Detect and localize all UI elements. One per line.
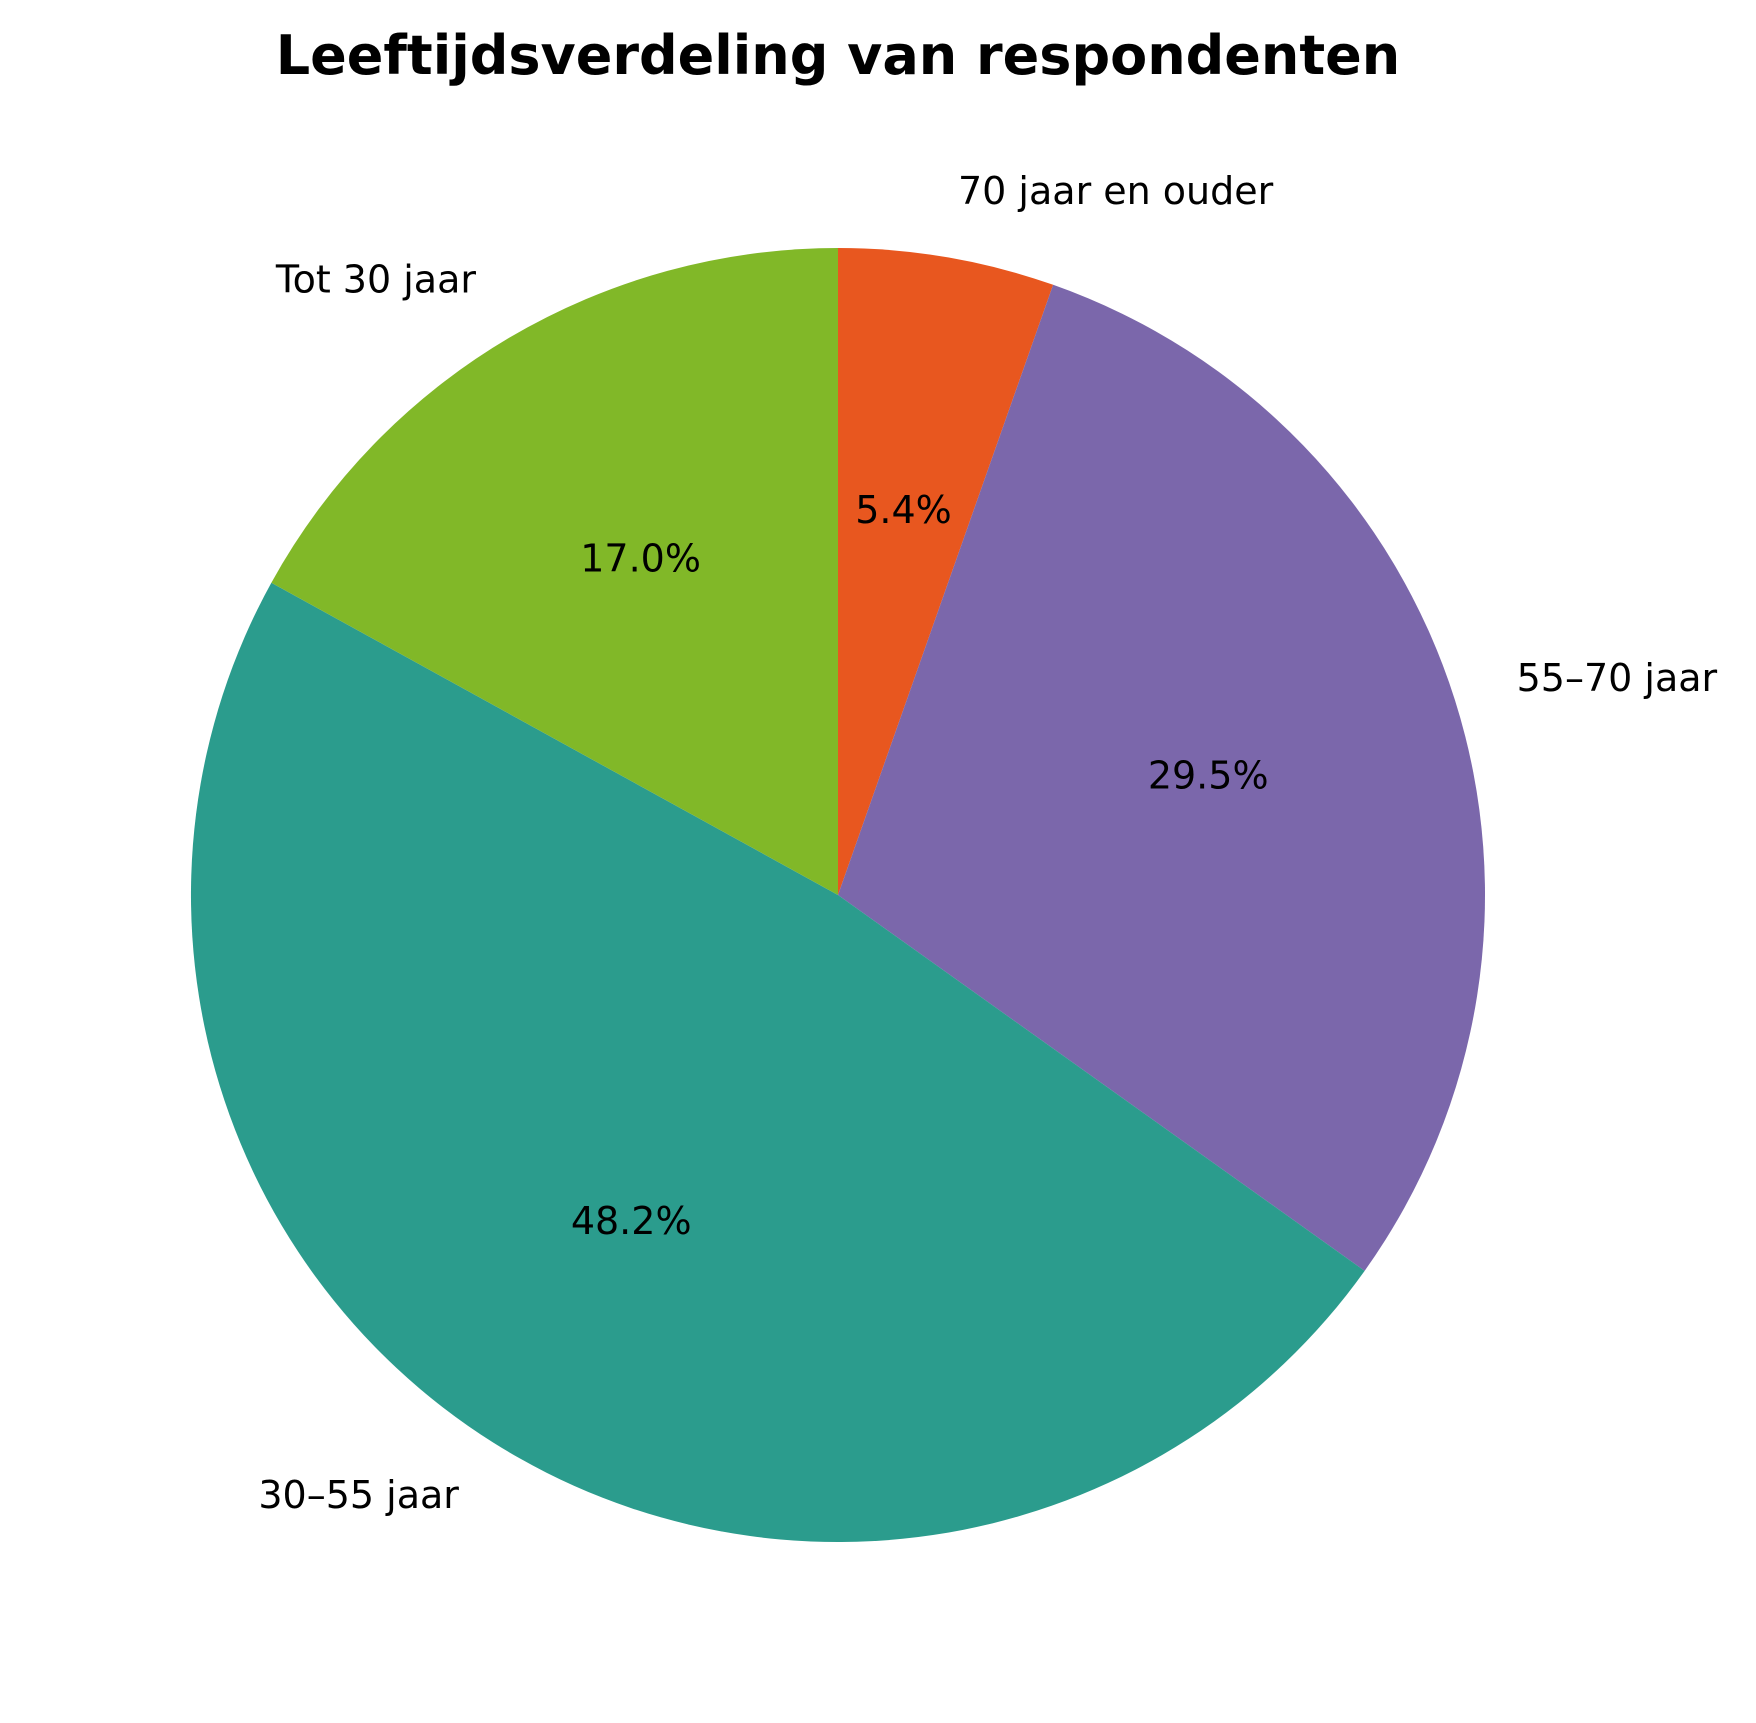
pie-category-label: 30–55 jaar	[258, 1473, 459, 1517]
pie-slice-70-jaar-en-ouder	[838, 248, 1054, 895]
pie-slices	[190, 248, 1486, 1543]
pie-percent-label: 48.2%	[571, 1199, 692, 1243]
pie-category-label: Tot 30 jaar	[275, 258, 477, 302]
pie-labels: 5.4% 70 jaar en ouder 29.5% 55–70 jaar 48.2%…	[258, 169, 1717, 1517]
pie-category-label: 55–70 jaar	[1517, 656, 1718, 700]
pie-percent-label: 5.4%	[855, 488, 952, 532]
pie-percent-label: 29.5%	[1148, 754, 1269, 798]
pie-percent-label: 17.0%	[580, 536, 701, 580]
pie-slice-30-55-jaar	[190, 582, 1365, 1543]
pie-slice-tot-30-jaar	[271, 248, 838, 895]
pie-category-label: 70 jaar en ouder	[958, 169, 1274, 213]
chart-title: Leeftijdsverdeling van respondenten	[276, 24, 1401, 87]
pie-slice-55-70-jaar	[838, 284, 1486, 1271]
